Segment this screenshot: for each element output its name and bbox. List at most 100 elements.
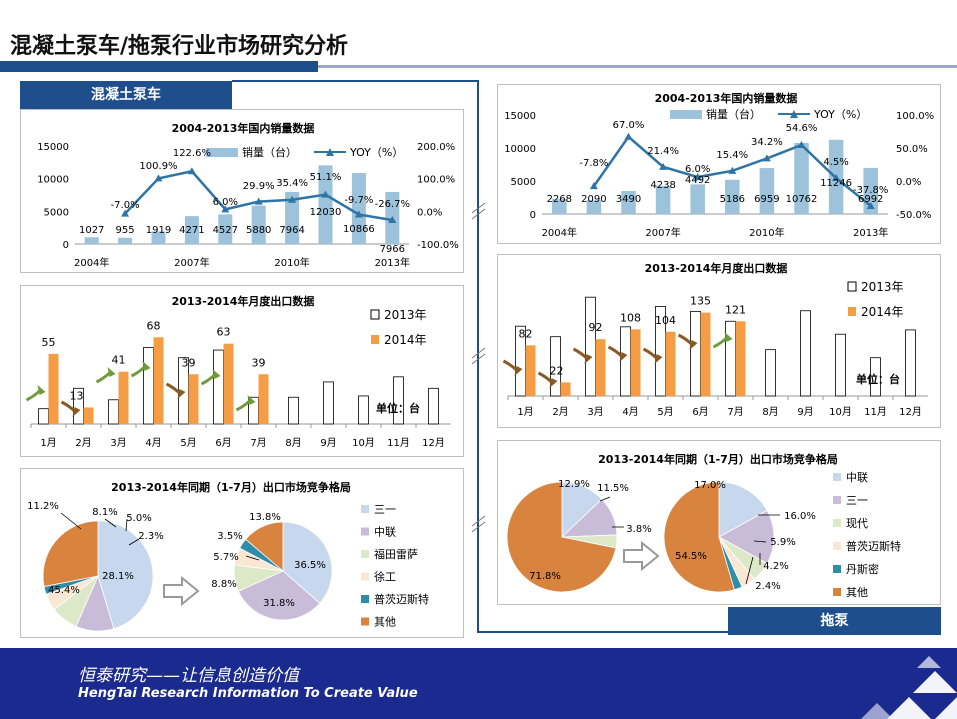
legend-marker-line [790,110,798,118]
x-axis-tick: 3月 [587,406,603,418]
chart-trailer-pump-share: 2013-2014年同期（1-7月）出口市场竞争格局 12.9% 11.5% 3.8%… [506,452,901,599]
yoy-point [221,205,230,213]
value-label-2014: 104 [655,314,676,327]
left-axis-tick: 5000 [44,207,69,218]
bar-2014 [223,343,234,424]
yoy-value-label: 122.6% [173,148,211,159]
x-axis-tick: 10月 [829,406,852,418]
sales-bar [621,190,636,214]
pie-value-label: 31.8% [263,598,295,609]
yoy-point [832,174,841,182]
trend-arrow-head [654,354,663,364]
yoy-value-label: 35.4% [276,178,308,189]
chart-title: 2013-2014年月度出口数据 [172,294,315,308]
x-axis-tick: 1月 [517,406,533,418]
bar-2013 [905,329,916,397]
sales-bar [218,214,233,244]
pie-leader-line [245,555,260,561]
sales-value-label: 12030 [310,207,342,218]
yoy-point [388,216,397,224]
pie-value-label: 45.4% [48,585,80,596]
x-axis-tick: 2007年 [174,256,209,269]
trend-arrow-head [142,361,151,371]
legend-label: 其他 [846,586,868,599]
left-axis-tick: 15000 [504,111,536,122]
chart-title: 2013-2014年同期（1-7月）出口市场竞争格局 [598,452,838,466]
sales-bar [586,200,602,214]
sales-bar [84,237,99,244]
value-label-2014: 121 [725,303,746,316]
sales-value-label: 7966 [380,244,405,255]
yoy-value-label: -9.7% [344,195,373,206]
sales-value-label: 6959 [754,194,779,205]
legend-swatch [361,505,369,513]
yoy-value-label: 29.9% [243,181,275,192]
legend-label: 三一 [846,494,868,507]
bar-2013 [620,326,631,397]
sales-bar [552,199,567,214]
x-axis-tick: 1月 [40,437,56,449]
legend-swatch [361,527,369,536]
x-axis-tick: 9月 [320,437,336,449]
sales-bar [794,142,809,214]
legend-label-bars: 销量（台） [242,145,297,159]
yoy-point [354,210,363,218]
value-label-2014: 68 [147,319,161,332]
x-axis-tick: 2月 [552,406,568,418]
bar-2013 [323,381,334,425]
legend-label: 徐工 [374,570,396,584]
sales-value-label: 1919 [146,225,171,236]
bar-2013 [143,347,154,425]
value-label-2014: 108 [620,311,641,324]
panel-pump-truck-exports: 2013-2014年月度出口数据 2013年 2014年 55 1月 13 2月 41 3月 68… [20,285,464,457]
trend-up-arrow [95,370,112,384]
bar-2013 [800,310,811,397]
bar-2014 [525,345,536,396]
bar-2014 [153,337,164,424]
yoy-point [866,201,875,209]
bar-2013 [108,399,119,425]
yoy-value-label: 67.0% [613,120,645,131]
legend-label-bars: 销量（台） [706,107,761,121]
sales-value-label: 6992 [858,194,883,205]
yoy-point [121,209,130,217]
legend-label: 其他 [374,616,396,629]
trend-arrow-head [72,407,81,417]
panel-pump-truck-sales: 2004-2013年国内销量数据 销量（台） YOY（%） 0 5000 10000 150… [20,109,464,273]
yoy-point [154,174,163,182]
value-label-2014: 92 [589,321,603,334]
legend-label-2013: 2013年 [861,280,904,294]
value-label-2014: 82 [519,327,533,340]
x-axis-tick: 2010年 [274,256,309,269]
x-axis-tick: 4月 [145,437,161,449]
bar-2014 [48,353,59,424]
value-label-2014: 22 [550,364,564,377]
pie-value-label: 8.1% [92,507,117,518]
trend-arrow-head [212,369,221,379]
pie-leader-line [599,496,611,502]
x-axis-tick: 5月 [657,406,673,418]
legend-label: 普茨迈斯特 [846,539,901,553]
yoy-value-label: 21.4% [647,146,679,157]
legend-label: 三一 [374,503,396,516]
right-axis-tick: 50.0% [896,144,928,155]
bar-2013 [428,387,439,425]
left-axis-tick: 0 [530,210,536,221]
yoy-point [659,162,668,170]
legend-label: 现代 [846,517,868,530]
bar-2013 [765,349,776,397]
x-axis-tick: 2004年 [542,226,577,239]
legend-marker-line [326,148,334,156]
pie-value-label: 11.2% [27,501,59,512]
legend-swatch [833,473,841,481]
x-axis-tick: 6月 [692,406,708,418]
sales-bar [759,168,775,214]
trend-arrow-head [619,352,628,362]
sales-value-label: 1027 [79,225,104,236]
footer-slogan-cn: 恒泰研究——让信息创造价值 [78,666,299,686]
left-axis-tick: 0 [63,240,69,251]
value-label-2014: 13 [70,389,84,402]
sales-bar [151,231,166,244]
